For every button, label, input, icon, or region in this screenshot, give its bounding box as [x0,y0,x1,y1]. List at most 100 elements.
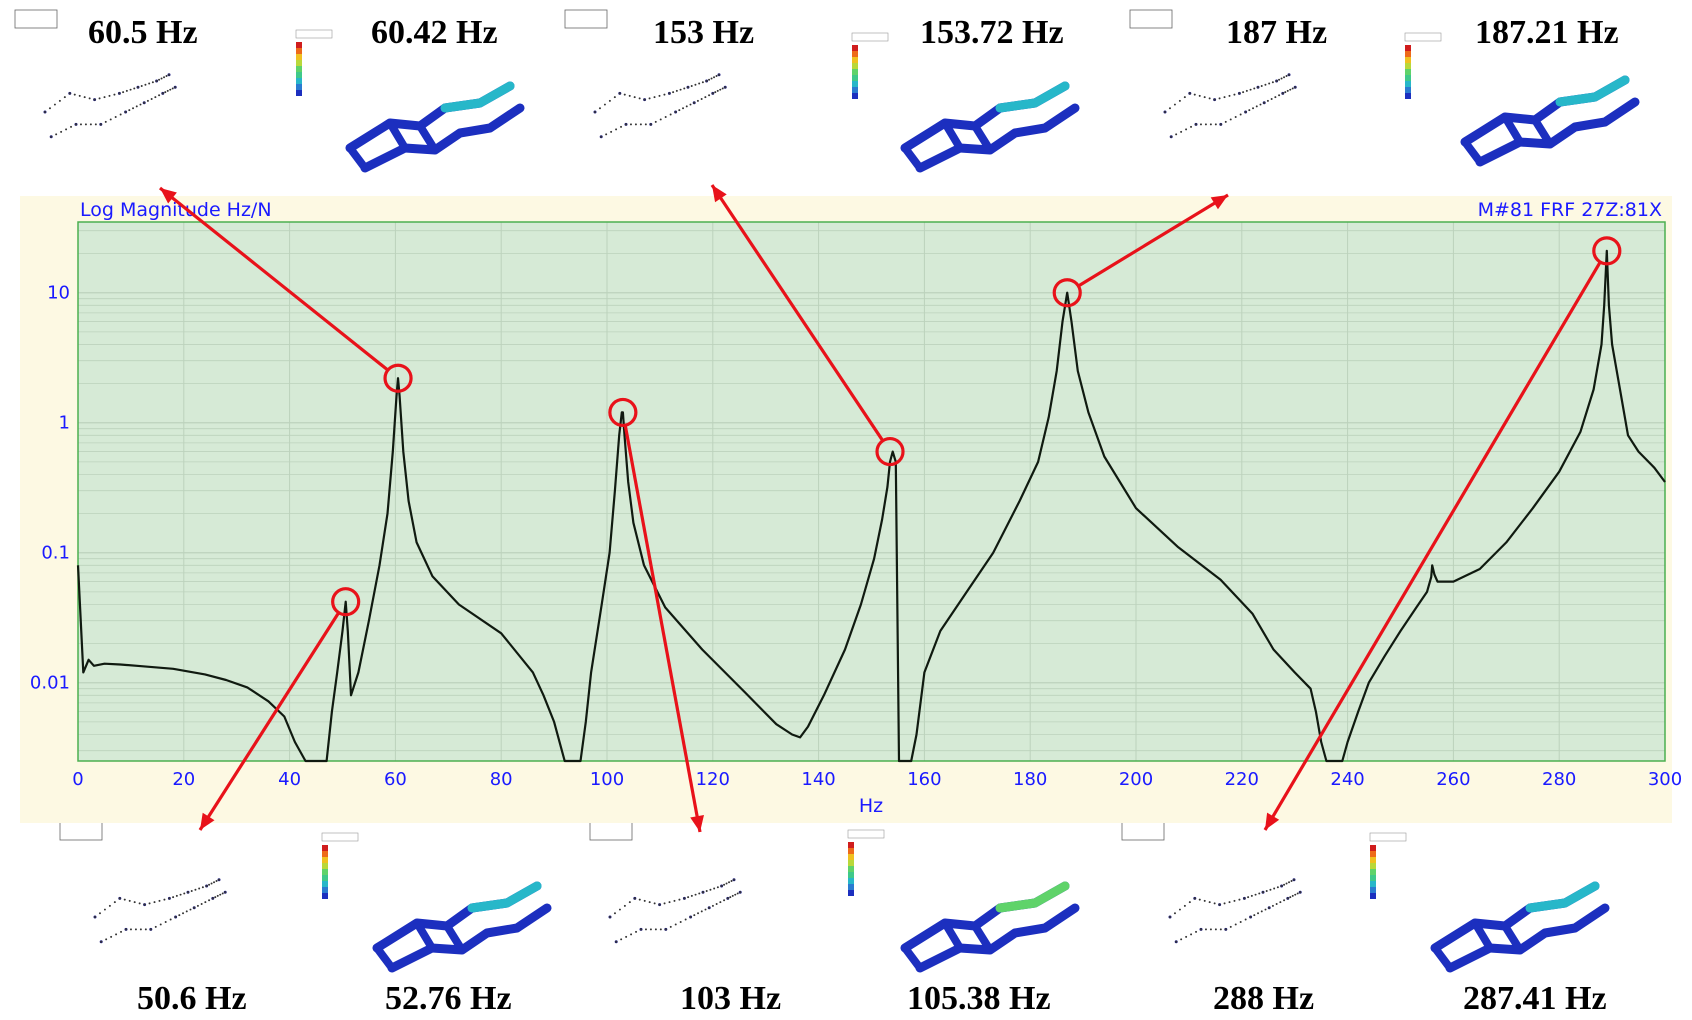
node-dot [213,881,216,884]
node-dot [1289,896,1292,899]
wireframe-sketch [608,878,742,944]
node-dot [1262,891,1264,894]
node-dot [634,123,637,126]
legend-header [1404,32,1442,42]
legend-swatch [852,75,858,81]
node-dot [154,925,157,928]
frame-rail-deformed [995,81,1070,113]
node-dot [78,94,81,97]
node-dot [65,128,68,131]
x-tick-label: 80 [490,769,513,790]
wireframe-sketch [1168,878,1302,944]
frame-rail [915,103,1080,173]
node-dot [138,902,141,905]
node-dot [224,891,227,894]
x-tick-label: 20 [172,769,195,790]
bottom-label-3: 103 Hz [680,980,782,1017]
y-tick-label: 1 [59,413,70,434]
fe-frame-model [1430,881,1610,973]
node-dot [708,906,711,909]
x-tick-label: 260 [1436,769,1470,790]
node-dot [185,910,188,913]
node-dot [98,912,101,915]
node-dot [124,111,127,113]
node-dot [210,882,213,885]
top-label-4: 153.72 Hz [920,14,1064,51]
node-dot [118,92,121,95]
y-tick-label: 0.1 [41,543,70,564]
legend-swatch [1370,887,1376,893]
node-dot [709,888,712,891]
node-dot [698,892,701,895]
node-dot [183,892,186,895]
legend-swatch [322,857,328,863]
node-dot [153,901,156,904]
legend-swatch [1405,93,1411,99]
legend-swatch [1405,45,1411,51]
node-dot [643,899,646,902]
top-label-5: 187 Hz [1226,14,1328,51]
node-dot [158,899,161,902]
node-dot [694,893,697,896]
node-dot [1228,94,1231,97]
node-dot [1244,111,1247,113]
node-dot [1245,89,1248,92]
node-dot [1294,893,1297,896]
node-dot [182,912,185,915]
legend-swatch [1370,875,1376,881]
node-dot [1288,73,1290,76]
arrow-head [160,188,177,204]
legend-swatch [852,87,858,93]
node-dot [1286,897,1289,900]
node-dot [1291,894,1294,897]
node-dot [172,896,175,899]
node-dot [620,125,623,128]
node-dot [1291,87,1294,90]
node-dot [216,894,219,897]
node-dot [208,883,211,886]
node-dot [1257,86,1259,89]
x-tick-label: 140 [801,769,835,790]
node-dot [187,891,189,894]
node-dot [174,916,177,918]
node-dot [204,901,207,904]
contour-legend [1404,32,1442,99]
node-dot [683,897,686,900]
node-dot [1257,912,1260,915]
node-dot [155,80,158,82]
node-dot [638,97,641,100]
node-dot [89,123,92,126]
legend-swatch [1370,869,1376,875]
legend-swatch [296,60,302,66]
frame-crossmember [1461,113,1554,166]
node-dot [1175,940,1178,943]
node-dot [1170,135,1173,138]
node-dot [105,938,108,941]
frame-rail [1445,903,1610,973]
node-dot [1253,87,1256,90]
node-dot [79,123,82,126]
node-dot [221,892,224,895]
node-dot [83,96,86,99]
node-dot [1280,885,1283,887]
frame-crossmember [346,119,439,172]
node-dot [1279,901,1282,904]
node-dot [623,904,626,907]
node-dot [1255,105,1258,108]
frame-crossmember [373,919,466,972]
node-dot [728,881,731,884]
node-dot [118,897,121,900]
node-dot [708,78,711,81]
node-dot [620,938,623,941]
contour-legend [1369,832,1407,899]
legend-swatch [322,887,328,893]
frame-rail-deformed [1525,881,1600,913]
legend-swatch [852,81,858,87]
node-dot [215,880,218,883]
arrow-head [690,814,704,832]
node-dot [1218,903,1221,906]
node-dot [190,889,193,892]
node-dot [1233,93,1236,96]
node-dot [108,904,111,907]
